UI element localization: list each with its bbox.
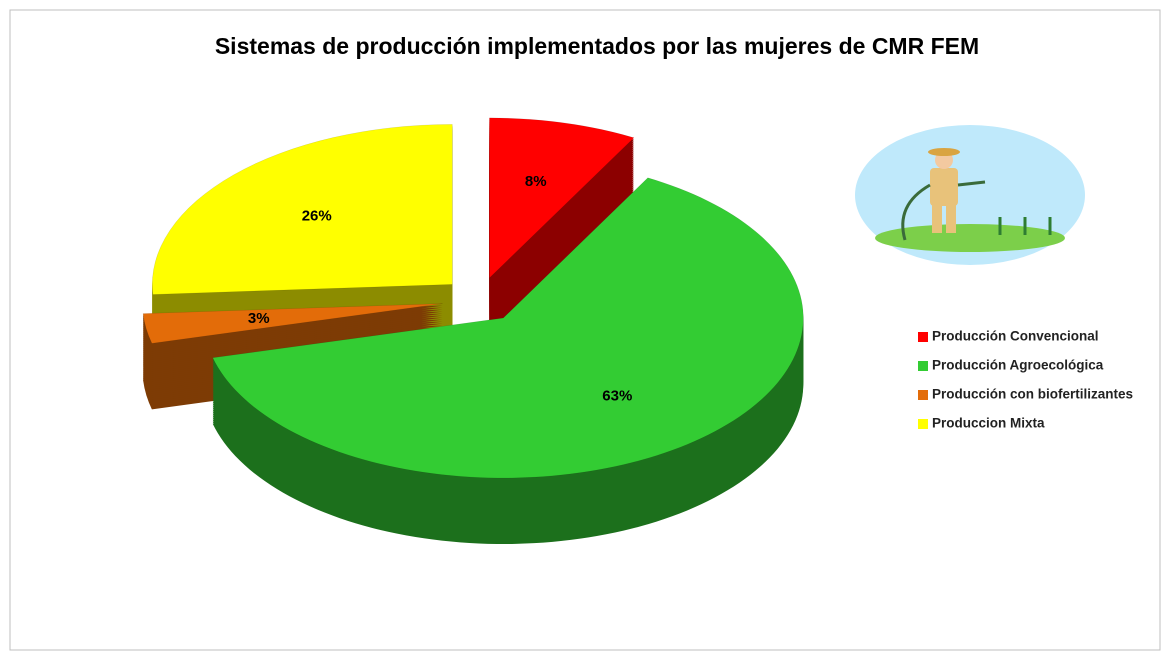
farmer-leg xyxy=(946,205,956,233)
hose xyxy=(901,180,986,241)
legend-label: Produccion Mixta xyxy=(932,416,1045,431)
slice-top xyxy=(489,117,635,279)
grass xyxy=(875,224,1065,252)
slice xyxy=(152,124,453,361)
legend-swatch xyxy=(918,332,928,342)
legend-swatch xyxy=(918,419,928,429)
slice-top xyxy=(152,124,453,295)
plants xyxy=(998,217,1052,235)
data-label: 63% xyxy=(602,387,632,404)
farmer-leg xyxy=(932,205,942,233)
legend-label: Producción Convencional xyxy=(932,329,1099,344)
farmer-body xyxy=(930,168,958,206)
illustration xyxy=(855,125,1085,265)
slice xyxy=(212,177,804,545)
legend-swatch xyxy=(918,361,928,371)
data-label: 8% xyxy=(525,173,547,190)
data-label: 26% xyxy=(302,207,332,224)
farmer-hat xyxy=(928,148,960,156)
legend-label: Producción Agroecológica xyxy=(932,358,1104,373)
legend-label: Producción con biofertilizantes xyxy=(932,387,1133,402)
slice xyxy=(489,117,635,344)
chart-title: Sistemas de producción implementados por… xyxy=(215,33,979,59)
slice-top xyxy=(212,177,804,479)
legend-swatch xyxy=(918,390,928,400)
slice-top xyxy=(142,303,443,344)
data-label: 3% xyxy=(248,310,270,327)
